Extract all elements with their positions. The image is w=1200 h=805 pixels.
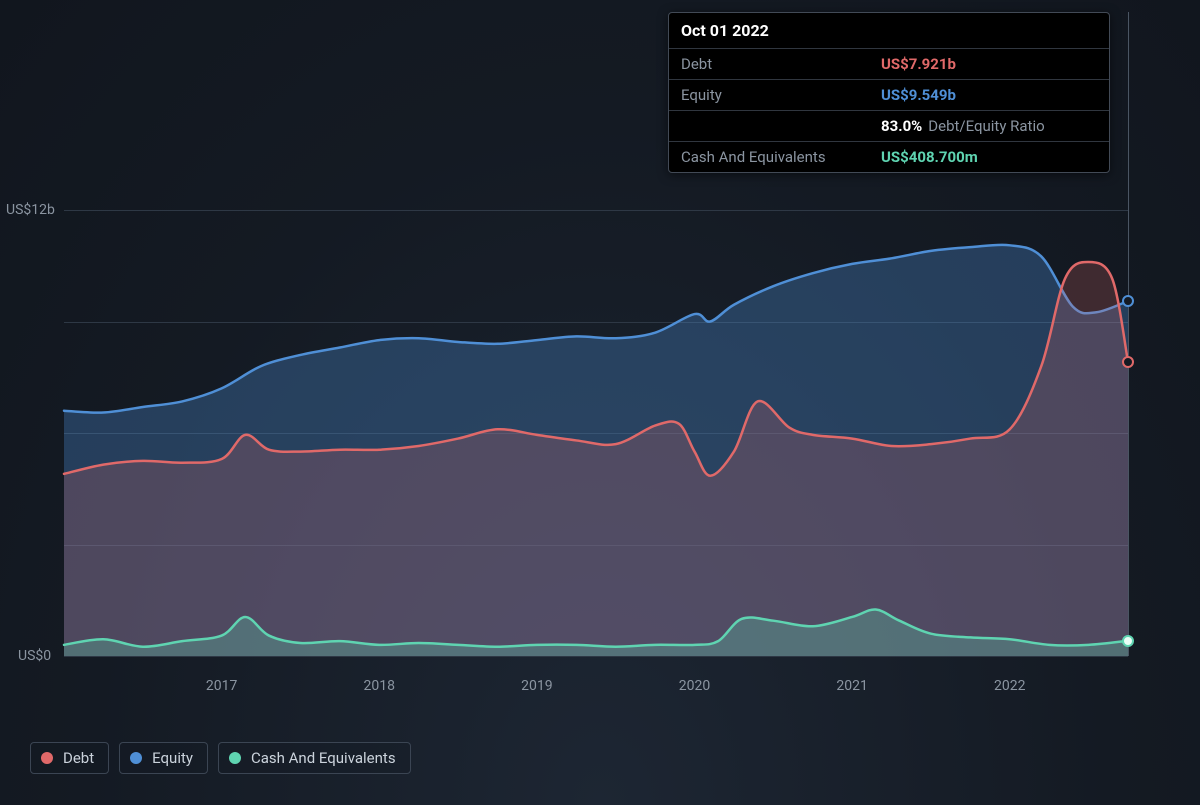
legend-item-debt[interactable]: Debt xyxy=(30,742,109,774)
x-axis-label: 2017 xyxy=(206,678,237,694)
y-axis-label: US$12b xyxy=(6,202,55,218)
tooltip-row: EquityUS$9.549b xyxy=(669,80,1109,111)
grid-line xyxy=(64,656,1128,657)
tooltip-row-label: Cash And Equivalents xyxy=(681,148,881,166)
plot-area[interactable] xyxy=(64,210,1128,656)
cursor-line xyxy=(1128,12,1129,656)
legend-item-label: Cash And Equivalents xyxy=(251,749,396,767)
tooltip-row-label: Debt xyxy=(681,55,881,73)
chart-svg xyxy=(64,210,1128,656)
x-axis-label: 2022 xyxy=(994,678,1025,694)
finance-chart: US$0 US$12b 2017 2018 2019 2020 2021 2022 Oct … xyxy=(0,0,1200,805)
legend-item-cash[interactable]: Cash And Equivalents xyxy=(218,742,411,774)
legend-item-label: Equity xyxy=(152,749,193,767)
tooltip-row-value: US$7.921b xyxy=(881,55,956,73)
x-axis-label: 2020 xyxy=(679,678,710,694)
hover-tooltip: Oct 01 2022 DebtUS$7.921bEquityUS$9.549b… xyxy=(668,12,1110,173)
y-axis-label: US$0 xyxy=(18,648,51,664)
tooltip-date: Oct 01 2022 xyxy=(669,13,1109,49)
legend-dot-icon xyxy=(41,752,53,764)
legend-item-label: Debt xyxy=(63,749,94,767)
tooltip-row-value: US$408.700m xyxy=(881,148,978,166)
x-axis-label: 2021 xyxy=(836,678,867,694)
legend-item-equity[interactable]: Equity xyxy=(119,742,208,774)
tooltip-row-suffix: Debt/Equity Ratio xyxy=(928,117,1044,135)
tooltip-row: Cash And EquivalentsUS$408.700m xyxy=(669,142,1109,172)
tooltip-row: DebtUS$7.921b xyxy=(669,49,1109,80)
x-axis-label: 2018 xyxy=(364,678,395,694)
series-end-dot-cash xyxy=(1122,635,1134,647)
legend-dot-icon xyxy=(130,752,142,764)
tooltip-row: 83.0% Debt/Equity Ratio xyxy=(669,111,1109,142)
legend-dot-icon xyxy=(229,752,241,764)
tooltip-row-value: US$9.549b xyxy=(881,86,956,104)
chart-legend: Debt Equity Cash And Equivalents xyxy=(30,742,411,774)
tooltip-row-value: 83.0% xyxy=(881,117,922,135)
x-axis-label: 2019 xyxy=(521,678,552,694)
series-end-dot-debt xyxy=(1122,356,1134,368)
series-end-dot-equity xyxy=(1122,295,1134,307)
tooltip-row-label: Equity xyxy=(681,86,881,104)
